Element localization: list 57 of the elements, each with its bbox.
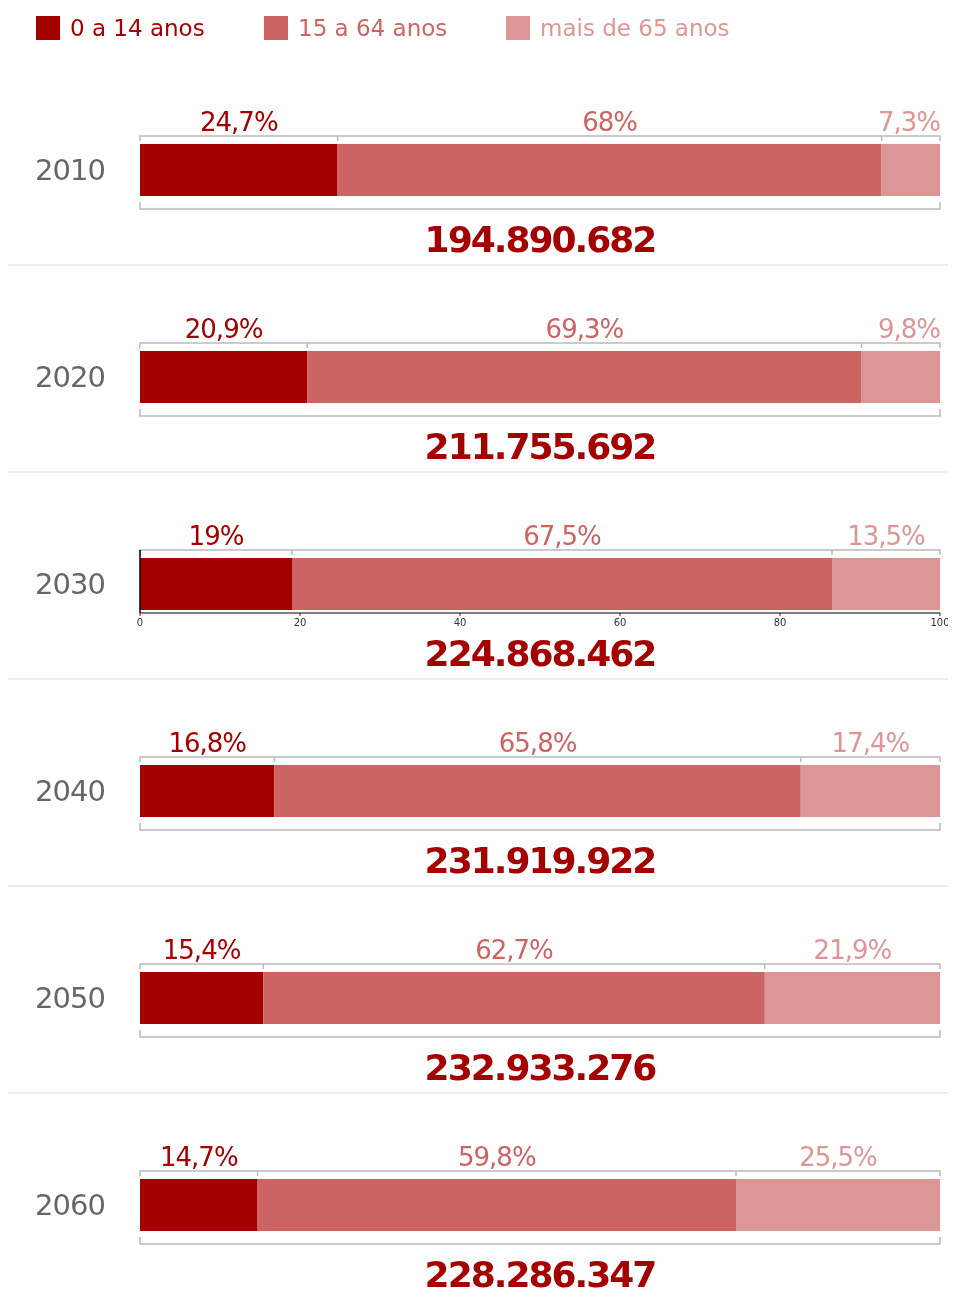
data-label: 19% bbox=[188, 521, 244, 551]
annotation: 232.933.276 bbox=[424, 1047, 657, 1088]
bar bbox=[307, 351, 862, 403]
legend-label: 15 a 64 anos bbox=[298, 15, 448, 41]
bar bbox=[140, 1179, 258, 1231]
annotation: 194.890.682 bbox=[424, 219, 656, 260]
data-label: 9,8% bbox=[877, 314, 941, 344]
bar bbox=[881, 144, 940, 196]
data-label: 7,3% bbox=[877, 107, 941, 137]
y-tick-label: 2040 bbox=[35, 774, 105, 808]
bar bbox=[140, 558, 292, 610]
data-label: 17,4% bbox=[831, 728, 910, 758]
legend-label: mais de 65 anos bbox=[540, 15, 730, 41]
bar bbox=[292, 558, 832, 610]
bar bbox=[140, 144, 338, 196]
y-tick-label: 2020 bbox=[35, 360, 105, 394]
legend-label: 0 a 14 anos bbox=[70, 15, 205, 41]
data-label: 13,5% bbox=[847, 521, 926, 551]
x-tick-label: 100 bbox=[930, 617, 950, 628]
bar bbox=[257, 1179, 736, 1231]
data-label: 15,4% bbox=[162, 935, 241, 965]
y-tick-label: 2030 bbox=[35, 567, 105, 601]
x-tick-label: 0 bbox=[136, 617, 144, 628]
annotation: 228.286.347 bbox=[424, 1254, 656, 1295]
bar bbox=[140, 351, 308, 403]
data-label: 20,9% bbox=[184, 314, 263, 344]
bar bbox=[337, 144, 882, 196]
bar bbox=[800, 765, 940, 817]
data-label: 67,5% bbox=[523, 521, 602, 551]
data-label: 25,5% bbox=[799, 1142, 878, 1172]
bar bbox=[832, 558, 940, 610]
data-label: 24,7% bbox=[200, 107, 278, 137]
data-label: 14,7% bbox=[160, 1142, 238, 1172]
data-label: 68% bbox=[582, 107, 638, 137]
bar bbox=[140, 765, 275, 817]
data-label: 59,8% bbox=[458, 1142, 536, 1172]
bar bbox=[274, 765, 801, 817]
bar bbox=[140, 972, 264, 1024]
x-tick-label: 20 bbox=[293, 617, 307, 628]
y-tick-label: 2060 bbox=[35, 1188, 105, 1222]
data-label: 65,8% bbox=[498, 728, 577, 758]
bar bbox=[263, 972, 765, 1024]
data-label: 21,9% bbox=[813, 935, 892, 965]
data-label: 16,8% bbox=[168, 728, 247, 758]
data-label: 62,7% bbox=[475, 935, 554, 965]
annotation: 211.755.692 bbox=[424, 426, 656, 467]
data-label: 69,3% bbox=[545, 314, 624, 344]
x-tick-label: 40 bbox=[453, 617, 467, 628]
annotation: 224.868.462 bbox=[424, 633, 656, 674]
bar bbox=[736, 1179, 940, 1231]
annotation: 231.919.922 bbox=[424, 840, 656, 881]
bar bbox=[861, 351, 940, 403]
y-tick-label: 2050 bbox=[35, 981, 105, 1015]
x-tick-label: 80 bbox=[773, 617, 787, 628]
bar bbox=[764, 972, 940, 1024]
y-tick-label: 2010 bbox=[35, 153, 105, 187]
x-tick-label: 60 bbox=[613, 617, 627, 628]
